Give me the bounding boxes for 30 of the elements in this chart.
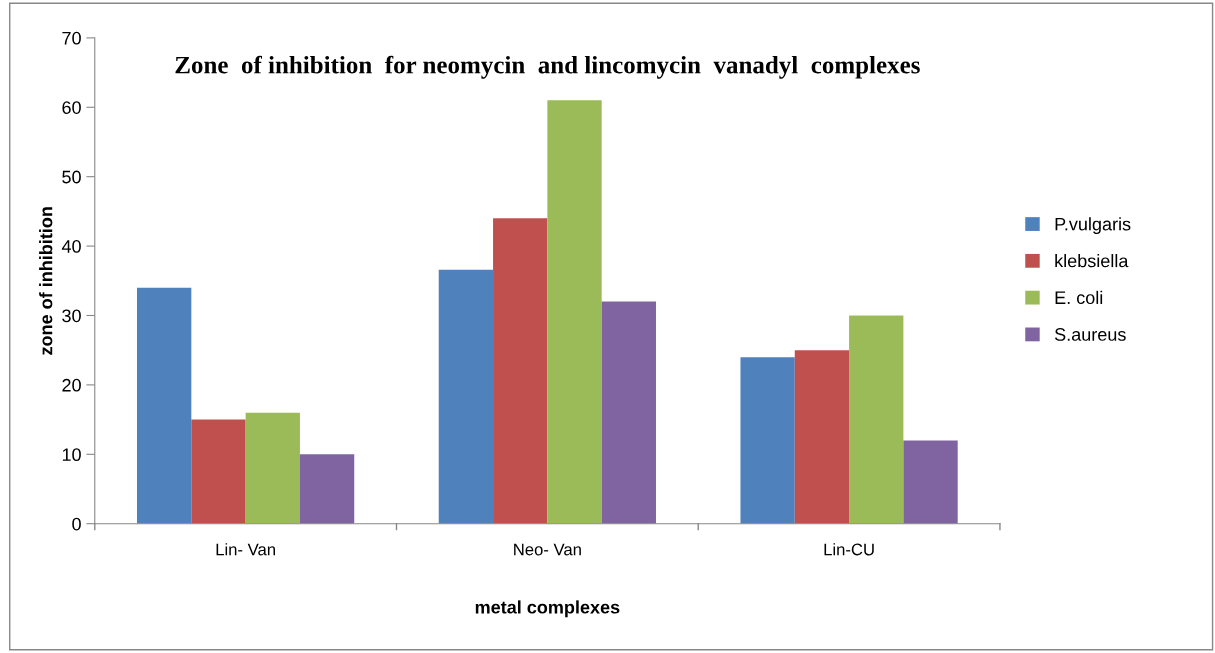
- y-tick-label: 10: [62, 448, 81, 462]
- bar: [547, 100, 602, 524]
- bar: [245, 412, 300, 524]
- y-tick-label: 70: [62, 31, 81, 45]
- y-tick-label: 0: [72, 517, 81, 531]
- text: Zone of inhibition for neomycin and lincomycin vanadyl complexes: [175, 55, 920, 79]
- bar: [493, 218, 548, 524]
- bar: [903, 440, 958, 524]
- x-tick-label: Lin- Van: [216, 543, 275, 556]
- y-tick-label: 60: [62, 101, 81, 114]
- bar: [299, 454, 355, 524]
- y-tick-label: 20: [62, 378, 81, 392]
- bar: [438, 269, 494, 524]
- y-tick-label: 50: [62, 170, 81, 184]
- legend-label: P.vulgaris: [1055, 217, 1131, 235]
- legend-label: E. coli: [1055, 290, 1103, 305]
- x-tick-label: Lin-CU: [824, 543, 874, 556]
- legend-label: klebsiella: [1055, 254, 1129, 268]
- bar: [601, 301, 656, 524]
- y-tick-label: 30: [62, 309, 81, 323]
- bar: [137, 287, 192, 524]
- x-tick-label: Neo- Van: [514, 543, 581, 556]
- bar: [191, 419, 246, 524]
- bar: [740, 357, 795, 524]
- y-tick-label: 40: [61, 240, 81, 253]
- legend-label: S.aureus: [1054, 328, 1126, 341]
- y-axis-title: zone of inhibition: [39, 207, 53, 355]
- x-axis-title: metal complexes: [475, 600, 620, 618]
- bar: [849, 315, 904, 524]
- bar: [794, 350, 850, 524]
